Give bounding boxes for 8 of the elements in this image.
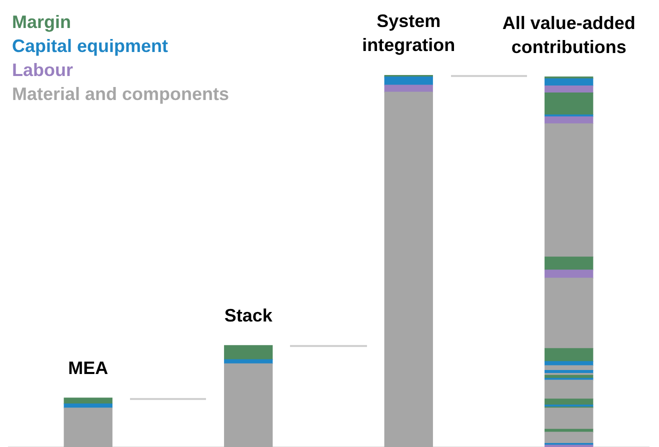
x-tick-label: Stack xyxy=(224,305,274,326)
text: Capital equipment xyxy=(12,35,170,58)
x-tick-label: MEA xyxy=(68,358,108,378)
text: Labour xyxy=(12,59,74,82)
x-tick-label: All value-added contributions xyxy=(502,12,636,57)
x-tick-label: System integration xyxy=(362,10,456,55)
text: Material and components xyxy=(12,83,230,106)
text: Margin xyxy=(12,11,72,34)
